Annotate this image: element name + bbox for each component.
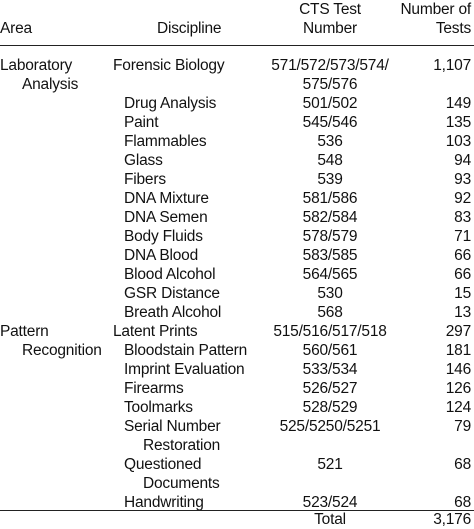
discipline-cell: Imprint Evaluation bbox=[124, 361, 245, 378]
discipline-cell: Blood Alcohol bbox=[124, 266, 216, 283]
area-pattern-line1: Pattern bbox=[0, 323, 49, 340]
discipline-cell: Restoration bbox=[143, 437, 221, 454]
test-number-cell: 583/585 bbox=[302, 247, 358, 264]
tests-cell: 13 bbox=[454, 304, 471, 321]
header-area: Area bbox=[0, 20, 32, 37]
discipline-cell: DNA Blood bbox=[124, 247, 199, 264]
test-number-cell: 515/516/517/518 bbox=[273, 323, 387, 340]
discipline-cell: Drug Analysis bbox=[124, 95, 217, 112]
tests-cell: 149 bbox=[445, 95, 471, 112]
tests-cell: 79 bbox=[454, 418, 471, 435]
discipline-cell: Glass bbox=[124, 152, 163, 169]
test-number-cell: 582/584 bbox=[302, 209, 358, 226]
test-number-cell: 581/586 bbox=[302, 190, 358, 207]
test-number-cell: 539 bbox=[317, 171, 343, 188]
discipline-cell: Documents bbox=[143, 475, 220, 492]
header-test-number-line1: CTS Test bbox=[299, 1, 361, 18]
test-number-cell: 523/524 bbox=[302, 494, 358, 511]
test-number-cell: 578/579 bbox=[302, 228, 358, 245]
tests-cell: 297 bbox=[445, 323, 471, 340]
total-divider bbox=[0, 510, 474, 511]
tests-cell: 68 bbox=[454, 456, 471, 473]
discipline-cell: Body Fluids bbox=[124, 228, 203, 245]
tests-cell: 15 bbox=[454, 285, 471, 302]
test-number-cell: 533/534 bbox=[302, 361, 358, 378]
header-tests-line2: Tests bbox=[435, 20, 471, 37]
header-tests-line1: Number of bbox=[400, 1, 471, 18]
total-label: Total bbox=[314, 511, 346, 528]
discipline-cell: Toolmarks bbox=[124, 399, 193, 416]
discipline-cell: Breath Alcohol bbox=[124, 304, 222, 321]
discipline-cell: Latent Prints bbox=[113, 323, 198, 340]
tests-cell: 66 bbox=[454, 247, 471, 264]
header-test-number-line2: Number bbox=[303, 20, 357, 37]
tests-cell: 135 bbox=[445, 114, 471, 131]
discipline-cell: Serial Number bbox=[124, 418, 221, 435]
tests-cell: 1,107 bbox=[433, 57, 471, 74]
tests-cell: 103 bbox=[445, 133, 471, 150]
discipline-cell: Handwriting bbox=[124, 494, 204, 511]
test-number-cell: 528/529 bbox=[302, 399, 358, 416]
test-number-cell: 548 bbox=[317, 152, 343, 169]
discipline-cell: Bloodstain Pattern bbox=[124, 342, 248, 359]
tests-cell: 94 bbox=[454, 152, 471, 169]
discipline-cell: Paint bbox=[124, 114, 159, 131]
area-laboratory-line1: Laboratory bbox=[0, 57, 73, 74]
area-laboratory-line2: Analysis bbox=[22, 76, 79, 93]
test-number-cell: 530 bbox=[317, 285, 343, 302]
test-number-cell: 501/502 bbox=[302, 95, 358, 112]
test-number-cell: 568 bbox=[317, 304, 343, 321]
total-tests: 3,176 bbox=[433, 511, 471, 528]
test-number-cell: 536 bbox=[317, 133, 343, 150]
test-number-cell: 560/561 bbox=[302, 342, 358, 359]
test-number-cell: 521 bbox=[317, 456, 343, 473]
test-number-cell: 526/527 bbox=[302, 380, 358, 397]
test-number-cell: 571/572/573/574/ bbox=[271, 57, 389, 74]
header-discipline: Discipline bbox=[157, 20, 222, 37]
discipline-cell: Flammables bbox=[124, 133, 207, 150]
test-number-cell: 564/565 bbox=[302, 266, 358, 283]
test-number-cell: 575/576 bbox=[302, 76, 358, 93]
test-number-cell: 525/5250/5251 bbox=[279, 418, 381, 435]
tests-cell: 83 bbox=[454, 209, 471, 226]
tests-cell: 181 bbox=[445, 342, 471, 359]
tests-cell: 146 bbox=[445, 361, 471, 378]
tests-cell: 93 bbox=[454, 171, 471, 188]
discipline-cell: Firearms bbox=[124, 380, 184, 397]
header-divider bbox=[0, 45, 474, 46]
tests-cell: 71 bbox=[454, 228, 471, 245]
discipline-cell: GSR Distance bbox=[124, 285, 220, 302]
tests-cell: 126 bbox=[445, 380, 471, 397]
discipline-cell: DNA Semen bbox=[124, 209, 208, 226]
tests-cell: 66 bbox=[454, 266, 471, 283]
discipline-cell: DNA Mixture bbox=[124, 190, 209, 207]
tests-cell: 124 bbox=[445, 399, 471, 416]
discipline-cell: Forensic Biology bbox=[113, 57, 225, 74]
test-number-cell: 545/546 bbox=[302, 114, 358, 131]
discipline-cell: Questioned bbox=[124, 456, 202, 473]
discipline-cell: Fibers bbox=[124, 171, 166, 188]
tests-cell: 68 bbox=[454, 494, 471, 511]
tests-cell: 92 bbox=[454, 190, 471, 207]
area-pattern-line2: Recognition bbox=[22, 342, 102, 359]
